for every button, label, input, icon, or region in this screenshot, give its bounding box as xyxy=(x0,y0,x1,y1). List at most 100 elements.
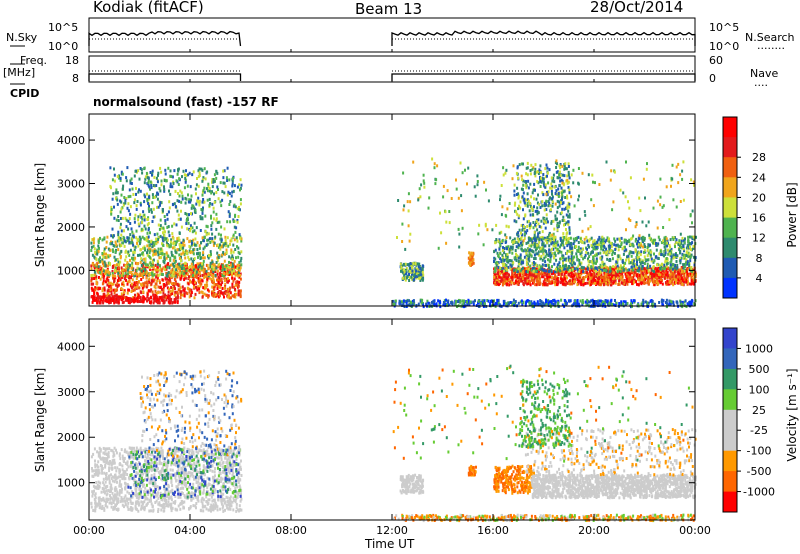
power-cell-mid xyxy=(155,237,158,241)
power-cell-mid xyxy=(97,239,100,243)
power-cell-patch xyxy=(403,275,406,279)
power-cell-mid xyxy=(192,274,194,277)
power-cell-strong xyxy=(235,292,238,296)
power-cell-mid xyxy=(690,242,693,246)
power-cell-mid xyxy=(142,261,145,265)
power-cell-weak xyxy=(155,176,158,180)
power-cell-mid xyxy=(154,252,157,256)
power-cell-mid xyxy=(509,263,512,267)
power-cell-mid xyxy=(127,266,130,270)
power-cell-mid xyxy=(551,241,554,244)
power-cell-mid xyxy=(125,255,128,259)
power-cell-mid xyxy=(160,272,163,276)
power-cell-strong xyxy=(143,268,145,272)
power-cell-ground xyxy=(159,296,162,300)
power-cell-mid xyxy=(577,245,580,249)
power-cell-mid xyxy=(670,265,673,269)
power-cell-mid xyxy=(108,262,111,265)
power-cell-strong xyxy=(640,270,643,274)
power-cell-mid xyxy=(193,272,196,276)
power-cell-weak xyxy=(187,200,190,204)
power-cell-strong xyxy=(93,264,96,268)
power-cell-mid xyxy=(111,274,114,278)
power-cell-strong xyxy=(521,272,524,276)
power-cell-weak xyxy=(160,226,163,230)
power-cell-strong xyxy=(493,278,496,282)
power-cell-strong xyxy=(169,289,172,293)
power-cell-mid xyxy=(151,273,154,277)
power-cell-mid xyxy=(584,253,587,257)
power-cell-weak xyxy=(220,238,223,242)
power-cell-mid xyxy=(92,238,95,242)
power-cell-mid xyxy=(590,260,593,264)
power-cell-mid xyxy=(240,237,243,241)
power-cell-strong xyxy=(618,281,621,285)
power-cell-weak xyxy=(191,226,194,230)
power-cell-strong xyxy=(683,280,686,284)
power-cell-ground xyxy=(100,298,102,302)
power-cell-strong xyxy=(654,271,657,275)
power-cell-strong xyxy=(568,282,571,286)
power-cell-mid xyxy=(178,253,181,257)
power-cell-mid xyxy=(559,237,562,241)
power-cell-mid xyxy=(157,253,160,257)
power-cell-weak xyxy=(163,179,166,182)
power-cell-mid xyxy=(613,243,616,247)
power-cell-strong xyxy=(238,280,241,284)
power-cell-strong xyxy=(502,276,505,280)
power-cell-mid xyxy=(166,265,169,269)
power-cell-patch xyxy=(420,272,423,276)
power-cell-strong xyxy=(231,282,234,286)
power-cell-strong xyxy=(203,273,206,276)
power-cell-mid xyxy=(183,267,186,270)
power-cell-mid xyxy=(662,267,665,271)
power-cell-strong xyxy=(581,282,584,286)
power-cell-strong xyxy=(690,276,693,280)
power-cell-patch xyxy=(407,269,410,273)
power-cell-mid xyxy=(221,268,224,272)
power-cell-strong xyxy=(231,273,233,277)
power-cell-weak xyxy=(160,183,163,187)
power-cell-strong xyxy=(682,278,684,282)
power-cell-strong xyxy=(157,291,160,294)
power-cell-mid xyxy=(163,261,166,265)
power-cell-strong xyxy=(126,280,129,284)
power-cell-strong xyxy=(176,282,179,286)
power-cell-strong xyxy=(657,272,660,276)
power-cell-strong xyxy=(115,283,118,287)
power-cell-strong xyxy=(611,269,614,273)
power-cell-mid xyxy=(219,247,222,251)
power-cell-mid xyxy=(623,264,625,268)
power-cell-patch xyxy=(416,274,419,278)
power-cell-mid xyxy=(228,260,230,264)
power-cell-ground xyxy=(104,299,107,303)
power-cell-strong xyxy=(186,268,189,272)
power-cell-mid xyxy=(136,266,139,270)
power-cell-strong xyxy=(97,271,100,274)
power-cell-weak xyxy=(205,233,208,237)
power-cell-mid xyxy=(178,262,181,266)
power-cell-mid xyxy=(670,258,673,262)
power-cell-strong xyxy=(544,281,547,285)
power-cell-patch xyxy=(421,278,424,282)
power-cell-weak xyxy=(180,244,183,247)
power-cell-mid xyxy=(103,249,106,253)
power-cell-weak xyxy=(132,232,135,236)
power-cell-strong xyxy=(636,282,638,286)
power-cell-strong xyxy=(608,281,611,285)
power-cell-mid xyxy=(609,243,612,247)
power-cell-weak xyxy=(178,177,181,181)
power-cell-strong xyxy=(640,269,643,272)
power-cell-mid xyxy=(157,237,160,241)
power-cell-strong xyxy=(155,275,158,279)
power-cell-mid xyxy=(192,248,195,252)
power-cell-strong xyxy=(147,279,150,283)
power-cell-strong xyxy=(680,274,683,278)
power-cell-mid xyxy=(202,253,205,256)
power-cell-weak xyxy=(137,222,140,226)
power-cell-mid xyxy=(545,264,547,267)
power-cell-mid xyxy=(688,264,691,268)
power-cell-strong xyxy=(655,280,658,284)
power-cell-mid xyxy=(643,249,646,253)
power-cell-mid xyxy=(646,262,649,266)
